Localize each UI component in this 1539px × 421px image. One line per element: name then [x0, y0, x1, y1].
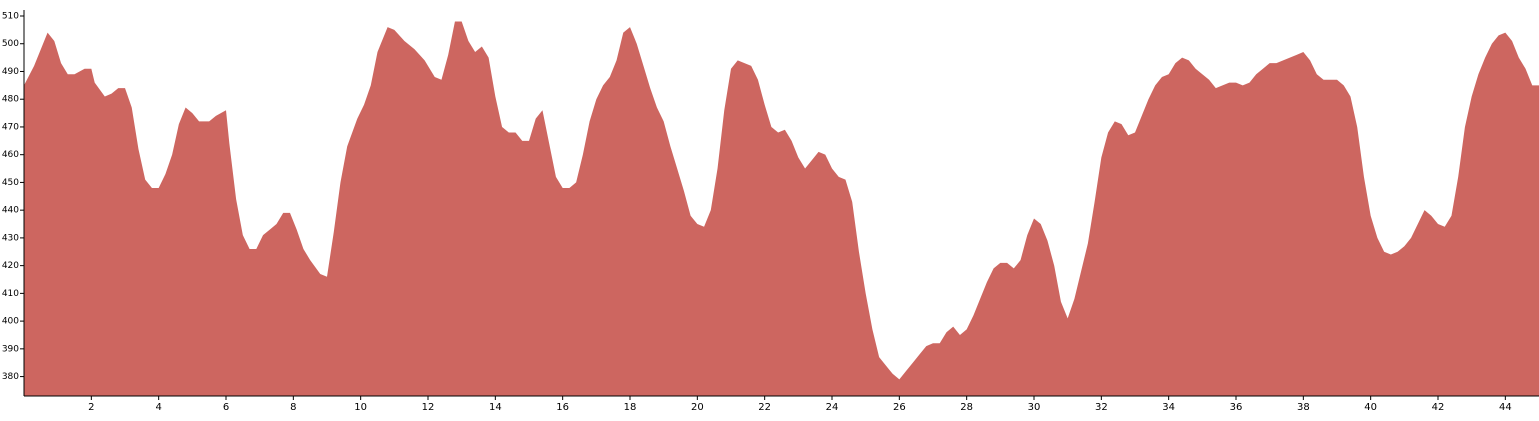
x-tick-label: 6 [223, 402, 229, 413]
x-tick-label: 24 [826, 402, 839, 413]
x-tick-label: 4 [155, 402, 161, 413]
x-tick-label: 38 [1297, 402, 1310, 413]
y-tick-label: 390 [2, 344, 19, 354]
x-tick-label: 20 [691, 402, 704, 413]
x-tick-label: 30 [1028, 402, 1041, 413]
y-tick-label: 440 [2, 206, 19, 216]
x-tick-label: 34 [1162, 402, 1175, 413]
y-tick-label: 420 [2, 261, 19, 271]
elevation-area [24, 21, 1539, 396]
y-tick-label: 470 [2, 122, 19, 132]
x-tick-label: 44 [1499, 402, 1512, 413]
x-tick-label: 26 [893, 402, 906, 413]
x-tick-label: 22 [758, 402, 771, 413]
y-tick-label: 460 [2, 150, 19, 160]
x-tick-label: 2 [88, 402, 94, 413]
x-tick-label: 16 [556, 402, 569, 413]
x-tick-label: 14 [489, 402, 502, 413]
x-tick-label: 42 [1432, 402, 1445, 413]
y-tick-label: 380 [2, 372, 19, 382]
y-tick-label: 490 [2, 67, 19, 77]
x-tick-label: 32 [1095, 402, 1108, 413]
y-tick-label: 510 [2, 12, 19, 22]
y-tick-label: 480 [2, 95, 19, 105]
x-tick-label: 36 [1230, 402, 1243, 413]
x-tick-label: 18 [624, 402, 637, 413]
y-tick-label: 430 [2, 233, 19, 243]
y-tick-label: 400 [2, 317, 19, 327]
x-tick-label: 28 [960, 402, 973, 413]
x-tick-label: 10 [354, 402, 367, 413]
x-tick-label: 40 [1364, 402, 1377, 413]
y-tick-label: 410 [2, 289, 19, 299]
x-tick-label: 12 [422, 402, 435, 413]
y-tick-label: 450 [2, 178, 19, 188]
x-tick-label: 8 [290, 402, 296, 413]
y-tick-label: 500 [2, 39, 19, 49]
